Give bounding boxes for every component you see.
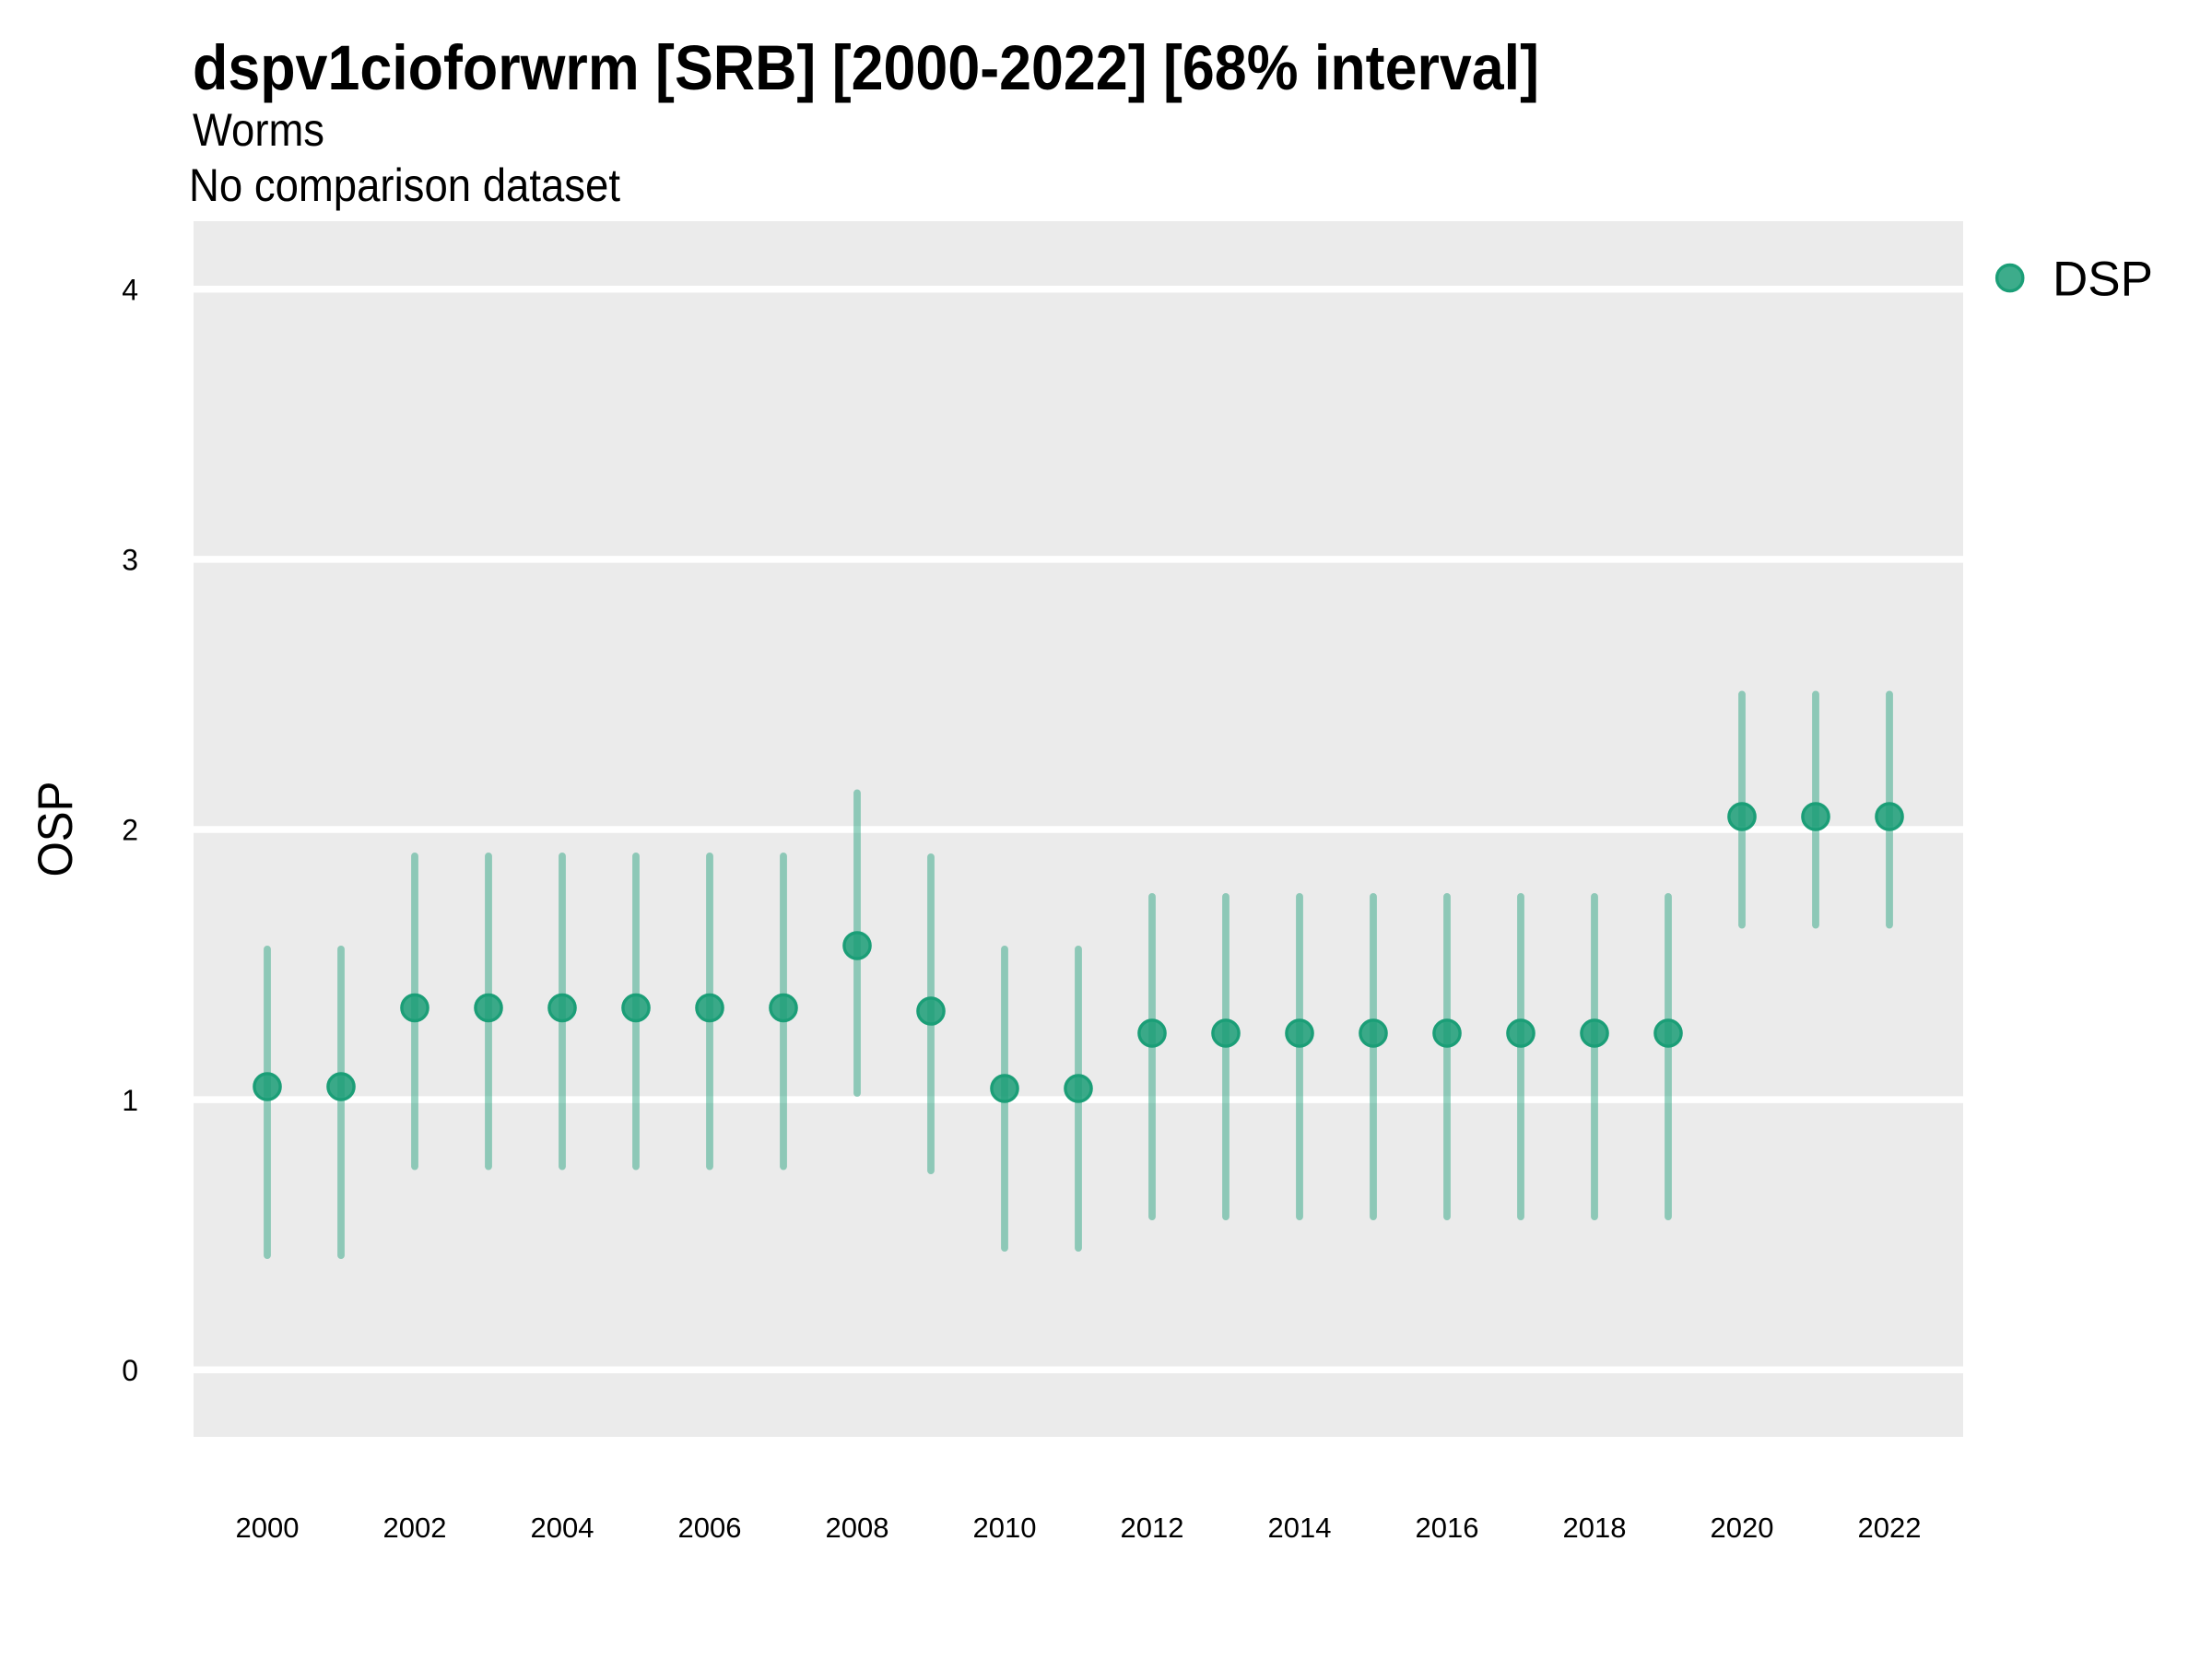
svg-text:2004: 2004 <box>531 1512 594 1544</box>
svg-text:2006: 2006 <box>678 1512 742 1544</box>
svg-text:2014: 2014 <box>1268 1512 1332 1544</box>
svg-text:3: 3 <box>122 544 138 577</box>
svg-text:DSP: DSP <box>2053 253 2153 307</box>
svg-text:2020: 2020 <box>1711 1512 1774 1544</box>
svg-text:1: 1 <box>122 1084 138 1117</box>
svg-text:2: 2 <box>122 814 138 847</box>
svg-text:2000: 2000 <box>236 1512 300 1544</box>
svg-text:Worms: Worms <box>193 104 324 156</box>
svg-text:4: 4 <box>122 274 138 307</box>
svg-text:dspv1cioforwrm [SRB] [2000-202: dspv1cioforwrm [SRB] [2000-2022] [68% in… <box>193 32 1539 103</box>
svg-text:2010: 2010 <box>973 1512 1037 1544</box>
svg-text:No comparison dataset: No comparison dataset <box>189 159 620 211</box>
svg-text:2018: 2018 <box>1563 1512 1627 1544</box>
svg-text:2008: 2008 <box>826 1512 889 1544</box>
svg-text:2002: 2002 <box>383 1512 447 1544</box>
svg-text:2012: 2012 <box>1121 1512 1184 1544</box>
svg-text:2022: 2022 <box>1858 1512 1922 1544</box>
svg-text:2016: 2016 <box>1416 1512 1479 1544</box>
svg-text:0: 0 <box>122 1354 138 1387</box>
svg-text:OSP: OSP <box>29 782 83 877</box>
